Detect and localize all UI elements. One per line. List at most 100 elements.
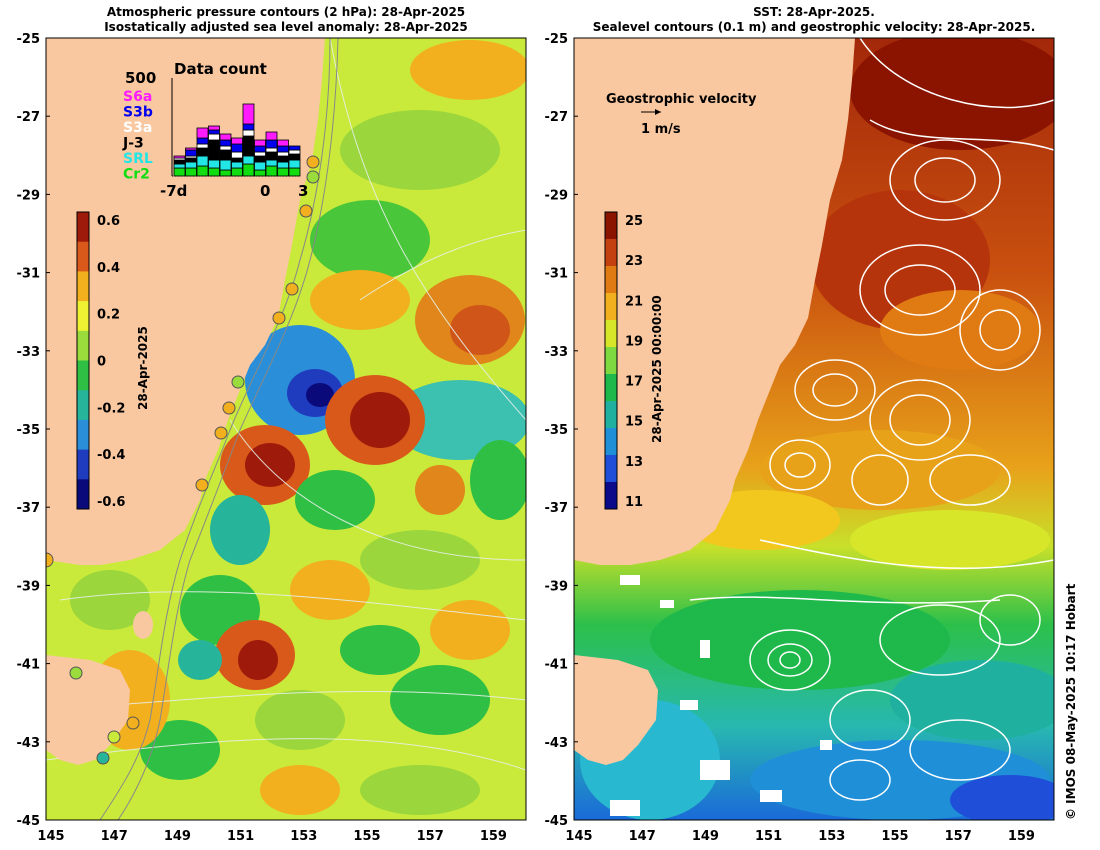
inset-bar-segment	[219, 139, 232, 147]
inset-bar-segment	[277, 155, 289, 163]
inset-bar-segment	[231, 151, 243, 159]
sla-colorbar: 0.6 0.4 0.2 0 -0.2 -0.4 -0.6 28-Apr-2025	[76, 211, 150, 510]
right-title: SST: 28-Apr-2025. Sealevel contours (0.1…	[574, 5, 1054, 35]
colorbar-segment	[605, 347, 617, 375]
colorbar-segment	[605, 293, 617, 321]
inset-bar-segment	[242, 155, 255, 165]
colorbar-tick-label: 15	[625, 415, 643, 430]
inset-bar-segment	[208, 139, 220, 161]
lon-tick-label: 151	[227, 829, 254, 844]
colorbar-tick-label: 0.6	[97, 214, 120, 229]
lat-tick-label: -37	[545, 501, 569, 516]
colorbar-tick-label: -0.4	[97, 448, 125, 463]
colorbar-segment	[77, 390, 89, 421]
sst-colorbar-label: 28-Apr-2025 00:00:00	[650, 295, 664, 443]
colorbar-segment	[77, 271, 89, 302]
inset-bar-segment	[277, 167, 289, 177]
land-island	[133, 611, 153, 639]
inset-legend-item: S3b	[123, 105, 153, 121]
lon-tick-label: 157	[417, 829, 444, 844]
colorbar-tick-label: 19	[625, 334, 643, 349]
inset-bar-segment	[219, 159, 232, 171]
colorbar-tick-label: 0.2	[97, 308, 120, 323]
lat-tick-label: -29	[17, 188, 41, 203]
inset-legend-item: S6a	[123, 89, 152, 105]
lat-tick-label: -33	[17, 345, 41, 360]
colorbar-tick-label: 23	[625, 254, 643, 269]
sla-map	[46, 38, 526, 820]
left-title-line2: Isostatically adjusted sea level anomaly…	[104, 20, 468, 34]
right-title-line2: Sealevel contours (0.1 m) and geostrophi…	[592, 20, 1036, 34]
colorbar-segment	[605, 401, 617, 429]
inset-bar-segment	[288, 145, 301, 151]
lon-tick-label: 147	[101, 829, 128, 844]
inset-bar-segment	[265, 151, 278, 161]
lat-tick-label: -37	[17, 501, 41, 516]
inset-bar-segment	[196, 137, 209, 145]
lat-tick-label: -45	[545, 814, 569, 829]
inset-xtick-start: -7d	[160, 182, 187, 200]
lon-tick-label: 159	[480, 829, 507, 844]
colorbar-segment	[605, 320, 617, 348]
colorbar-tick-label: 11	[625, 495, 643, 510]
inset-bar-segment	[208, 167, 220, 177]
inset-bar-segment	[196, 147, 209, 157]
inset-xtick-zero: 0	[260, 182, 270, 200]
inset-legend-item: S3a	[123, 120, 152, 136]
velocity-legend-scale: 1 m/s	[641, 122, 681, 137]
inset-bar-segment	[242, 123, 255, 131]
lat-tick-label: -29	[545, 188, 569, 203]
colorbar-segment	[77, 419, 89, 451]
colorbar-tick-label: 21	[625, 294, 643, 309]
inset-bar-segment	[196, 165, 209, 177]
colorbar-tick-label: 0	[97, 355, 106, 370]
inset-bar-segment	[265, 147, 278, 153]
lat-tick-label: -25	[545, 32, 569, 47]
colorbar-tick-label: 25	[625, 214, 643, 229]
inset-bar-segment	[254, 161, 266, 171]
colorbar-segment	[605, 266, 617, 294]
colorbar-segment	[77, 301, 89, 332]
inset-bar-segment	[208, 133, 220, 141]
lon-tick-label: 155	[353, 829, 380, 844]
sla-colorbar-label: 28-Apr-2025	[136, 326, 150, 410]
inset-bar-segment	[196, 155, 209, 167]
inset-bar-segment	[254, 155, 266, 163]
lat-tick-label: -35	[545, 423, 569, 438]
inset-bar-segment	[265, 139, 278, 149]
inset-bar-segment	[254, 145, 266, 153]
inset-bar-segment	[185, 167, 197, 177]
colorbar-segment	[605, 455, 617, 483]
sst-map	[574, 38, 1054, 820]
lat-tick-label: -33	[545, 345, 569, 360]
velocity-legend-label: Geostrophic velocity	[606, 92, 757, 107]
inset-bar-segment	[173, 155, 186, 159]
colorbar-segment	[77, 449, 89, 480]
inset-bar-segment	[219, 149, 232, 161]
colorbar-segment	[605, 239, 617, 267]
inset-legend-item: Cr2	[123, 167, 150, 183]
inset-bar-segment	[277, 161, 289, 169]
colorbar-segment	[605, 428, 617, 456]
lat-tick-label: -39	[545, 579, 569, 594]
lat-tick-label: -39	[17, 579, 41, 594]
lon-tick-label: 145	[565, 829, 592, 844]
inset-bar-segment	[277, 145, 289, 153]
inset-bar-segment	[196, 127, 209, 139]
inset-bar-segment	[231, 157, 243, 163]
colorbar-segment	[605, 212, 617, 240]
inset-bar-segment	[231, 167, 243, 177]
lat-tick-label: -27	[17, 110, 41, 125]
inset-bar-segment	[254, 139, 266, 147]
lat-tick-label: -43	[17, 736, 41, 751]
lat-tick-label: -25	[17, 32, 41, 47]
lon-tick-label: 159	[1008, 829, 1035, 844]
inset-bar-segment	[173, 167, 186, 177]
colorbar-segment	[77, 330, 89, 361]
cloud-mask	[610, 575, 832, 816]
lat-tick-label: -27	[545, 110, 569, 125]
colorbar-tick-label: -0.2	[97, 401, 125, 416]
inset-bar-segment	[231, 143, 243, 153]
